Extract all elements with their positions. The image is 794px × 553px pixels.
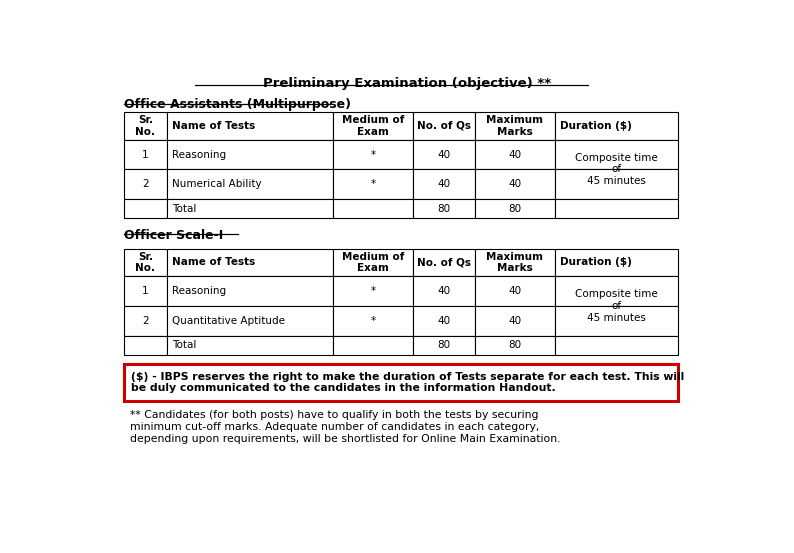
Bar [167,276,333,306]
Text: 1: 1 [142,286,148,296]
Bar [167,306,333,336]
Bar [124,336,167,355]
Text: No. of Qs: No. of Qs [417,258,471,268]
Bar [167,139,333,169]
Bar [475,306,554,336]
Bar [333,169,413,199]
Text: ** Candidates (for both posts) have to qualify in both the tests by securing
min: ** Candidates (for both posts) have to q… [130,410,561,444]
Text: *: * [371,286,376,296]
Bar [124,199,167,218]
Bar [475,139,554,169]
Bar [554,112,677,139]
Bar [333,306,413,336]
Bar [413,336,475,355]
Bar [413,249,475,276]
Bar [124,139,167,169]
Bar [475,169,554,199]
Bar [554,199,677,218]
Text: Name of Tests: Name of Tests [172,121,255,131]
Text: Maximum
Marks: Maximum Marks [486,115,543,137]
Text: Preliminary Examination (objective) **: Preliminary Examination (objective) ** [263,77,551,90]
Bar [333,112,413,139]
Bar [554,169,677,199]
Text: 80: 80 [508,341,521,351]
Bar [333,199,413,218]
Text: 40: 40 [508,149,521,159]
Text: Duration ($): Duration ($) [560,121,631,131]
Text: Total: Total [172,204,196,214]
Bar [167,199,333,218]
Bar [333,249,413,276]
Text: Reasoning: Reasoning [172,286,226,296]
Text: 40: 40 [508,286,521,296]
Bar [554,276,677,306]
Text: Numerical Ability: Numerical Ability [172,179,261,189]
Bar [124,276,167,306]
Text: Name of Tests: Name of Tests [172,258,255,268]
Text: 80: 80 [508,204,521,214]
Text: 2: 2 [142,316,148,326]
Bar [167,249,333,276]
Bar [554,336,677,355]
Text: No. of Qs: No. of Qs [417,121,471,131]
Text: Maximum
Marks: Maximum Marks [486,252,543,273]
Text: 80: 80 [437,204,450,214]
Bar [475,336,554,355]
Text: *: * [371,316,376,326]
Bar [124,169,167,199]
Text: Office Assistants (Multipurpose): Office Assistants (Multipurpose) [124,98,351,111]
Bar [333,276,413,306]
Text: 40: 40 [437,286,450,296]
Text: Medium of
Exam: Medium of Exam [342,252,404,273]
Bar [413,199,475,218]
Bar [413,306,475,336]
Text: *: * [371,179,376,189]
Text: Reasoning: Reasoning [172,149,226,159]
Bar [124,112,167,139]
Bar [124,306,167,336]
Text: 80: 80 [437,341,450,351]
Text: *: * [371,149,376,159]
Bar [475,199,554,218]
Bar [333,139,413,169]
Text: Quantitative Aptitude: Quantitative Aptitude [172,316,285,326]
Bar [167,336,333,355]
Bar [475,249,554,276]
Bar [124,249,167,276]
Text: Sr.
No.: Sr. No. [136,252,156,273]
Bar [333,336,413,355]
Text: Total: Total [172,341,196,351]
Bar [413,112,475,139]
Text: 40: 40 [508,316,521,326]
Bar [554,139,677,169]
Text: ($) - IBPS reserves the right to make the duration of Tests separate for each te: ($) - IBPS reserves the right to make th… [131,372,684,393]
Text: Composite time
of
45 minutes: Composite time of 45 minutes [575,289,657,323]
Text: 1: 1 [142,149,148,159]
Text: 40: 40 [437,316,450,326]
Text: Composite time
of
45 minutes: Composite time of 45 minutes [575,153,657,186]
Bar [554,306,677,336]
Bar [167,169,333,199]
Bar [475,112,554,139]
Text: Duration ($): Duration ($) [560,258,631,268]
Bar [413,139,475,169]
Text: 40: 40 [437,149,450,159]
Bar [475,276,554,306]
Text: Medium of
Exam: Medium of Exam [342,115,404,137]
Bar [124,363,678,401]
Text: 40: 40 [437,179,450,189]
Bar [167,112,333,139]
Text: 40: 40 [508,179,521,189]
Bar [413,276,475,306]
Text: Sr.
No.: Sr. No. [136,115,156,137]
Bar [554,249,677,276]
Text: 2: 2 [142,179,148,189]
Text: Officer Scale-I: Officer Scale-I [124,229,223,242]
Bar [413,169,475,199]
